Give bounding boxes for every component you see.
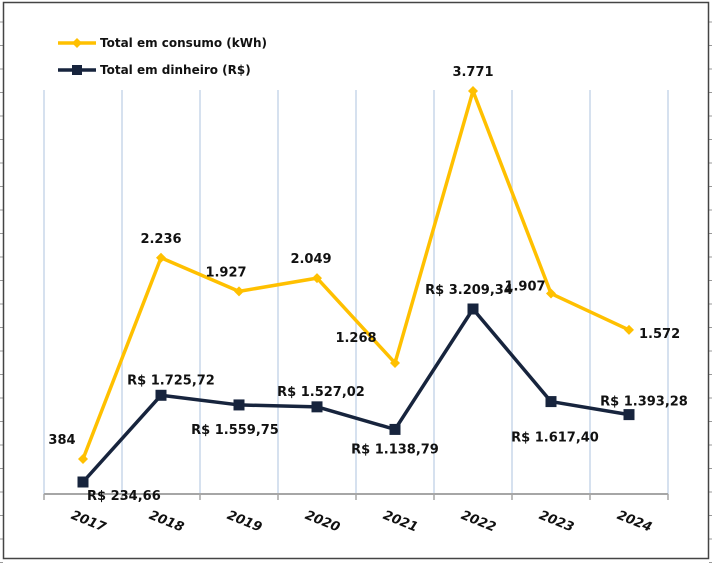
data-label: R$ 1.559,75 [191, 423, 279, 438]
series-layer [77, 86, 635, 488]
data-labels: 384 2.236 1.927 2.049 1.268 3.771 1.907 1.572 R$… [48, 65, 687, 504]
data-point-square[interactable] [311, 401, 323, 413]
data-label: R$ 1.617,40 [511, 431, 599, 446]
data-label: 1.907 [504, 280, 545, 295]
series-line-consumo [81, 89, 630, 460]
legend-label-consumo: Total em consumo (kWh) [100, 36, 267, 50]
data-point-square[interactable] [545, 396, 557, 408]
series-line-dinheiro [81, 307, 630, 484]
data-label: R$ 1.725,72 [127, 373, 215, 388]
legend-label-dinheiro: Total em dinheiro (R$) [100, 63, 251, 77]
data-point-diamond[interactable] [468, 86, 478, 96]
data-point-square[interactable] [389, 423, 401, 435]
data-point-diamond[interactable] [78, 454, 88, 464]
data-label: R$ 1.527,02 [277, 385, 365, 400]
data-point-diamond[interactable] [312, 273, 322, 284]
data-label: 1.927 [205, 265, 246, 280]
data-point-square[interactable] [155, 389, 167, 401]
data-label: 2.049 [290, 252, 331, 267]
vertical-gridlines [43, 90, 669, 494]
data-point-square[interactable] [467, 303, 479, 315]
data-label: 3.771 [452, 65, 493, 80]
x-axis [43, 493, 669, 500]
data-label: 1.268 [335, 331, 376, 346]
data-label: R$ 234,66 [87, 489, 161, 504]
legend: Total em consumo (kWh) Total em dinheiro… [58, 36, 267, 77]
data-point-diamond[interactable] [546, 288, 556, 299]
diamond-marker-icon [72, 38, 82, 48]
square-marker-icon [72, 65, 82, 75]
data-point-square[interactable] [233, 399, 245, 411]
data-point-square[interactable] [77, 476, 89, 488]
data-point-square[interactable] [623, 409, 635, 421]
data-point-diamond[interactable] [234, 286, 244, 297]
data-label: 1.572 [639, 327, 680, 342]
data-label: R$ 1.138,79 [351, 442, 439, 457]
data-point-diamond[interactable] [624, 324, 634, 335]
data-label: R$ 3.209,34 [425, 283, 513, 298]
legend-item-dinheiro[interactable]: Total em dinheiro (R$) [58, 63, 251, 77]
data-label: R$ 1.393,28 [600, 395, 688, 410]
data-point-diamond[interactable] [390, 357, 400, 368]
data-label: 2.236 [140, 232, 181, 247]
data-point-diamond[interactable] [156, 252, 166, 263]
legend-item-consumo[interactable]: Total em consumo (kWh) [58, 36, 267, 50]
data-label: 384 [48, 433, 75, 448]
